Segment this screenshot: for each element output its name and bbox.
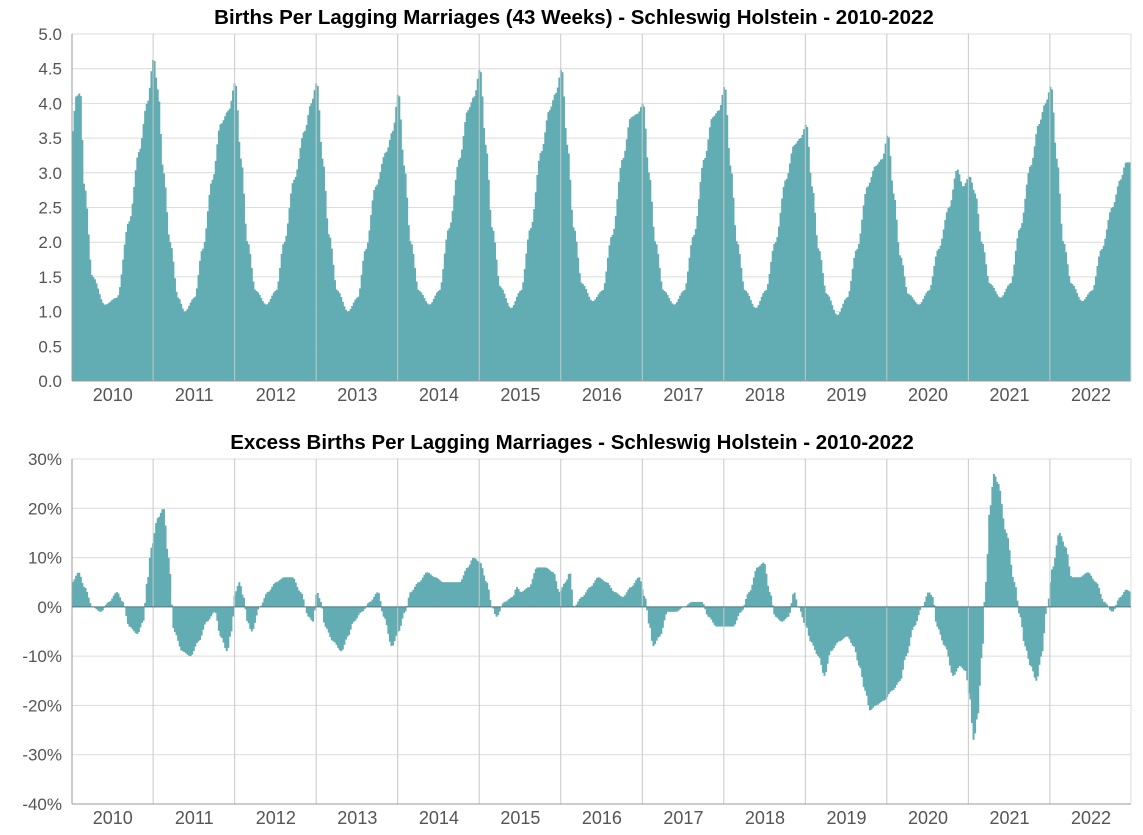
data-bar <box>314 607 316 611</box>
data-bar <box>122 602 124 607</box>
y-tick-label: 10% <box>28 549 62 568</box>
y-tick-label: 1.0 <box>38 303 62 322</box>
x-tick-label: 2010 <box>93 385 133 405</box>
y-tick-label: 0.5 <box>38 337 62 356</box>
y-tick-label: 5.0 <box>38 25 62 44</box>
y-tick-label: 2.5 <box>38 199 62 218</box>
y-tick-label: 0% <box>37 598 62 617</box>
y-tick-label: 20% <box>28 499 62 518</box>
x-tick-label: 2016 <box>582 808 622 828</box>
data-bar <box>380 601 382 607</box>
y-tick-label: 2.0 <box>38 233 62 252</box>
y-tick-label: -20% <box>22 696 62 715</box>
data-bar <box>489 600 491 607</box>
excess-chart: -40% -30% -20% -10% 0% 10% 20% 30% 2010 2011 2012 2… <box>22 450 1131 828</box>
y-tick-label: -40% <box>22 795 62 814</box>
y-tick-label: 4.0 <box>38 94 62 113</box>
y-tick-label: 3.0 <box>38 164 62 183</box>
data-bar <box>89 603 91 607</box>
data-bar <box>1016 601 1018 607</box>
data-bar <box>770 596 772 607</box>
data-bar <box>320 602 322 607</box>
data-bar <box>1045 607 1047 614</box>
data-bar <box>571 590 573 607</box>
x-tick-label: 2014 <box>419 385 459 405</box>
x-tick-label: 2017 <box>663 385 703 405</box>
y-tick-label: 3.5 <box>38 129 62 148</box>
x-tick-label: 2012 <box>256 385 296 405</box>
data-bar <box>232 607 234 617</box>
x-tick-label: 2022 <box>1071 385 1111 405</box>
x-tick-label: 2019 <box>826 808 866 828</box>
data-bar <box>303 599 305 607</box>
data-bar <box>789 607 791 613</box>
x-tick-label: 2013 <box>337 808 377 828</box>
x-tick-label: 2021 <box>990 385 1030 405</box>
births-chart: 0.0 0.5 1.0 1.5 2.0 2.5 3.0 3.5 4.0 4.5 5.0 2010 201… <box>38 25 1131 405</box>
x-tick-label: 2021 <box>990 808 1030 828</box>
data-bar <box>795 599 797 606</box>
x-tick-label: 2022 <box>1071 808 1111 828</box>
x-tick-label: 2011 <box>175 385 214 405</box>
x-tick-label: 2011 <box>175 808 214 828</box>
y-tick-label: -10% <box>22 647 62 666</box>
x-tick-label: 2012 <box>256 808 296 828</box>
data-bar <box>143 607 145 621</box>
data-bar <box>169 574 171 607</box>
data-bar <box>405 607 407 612</box>
data-bar <box>645 599 647 607</box>
x-tick-label: 2018 <box>745 808 785 828</box>
chart-title-excess: Excess Births Per Lagging Marriages - Sc… <box>230 431 914 454</box>
x-tick-label: 2020 <box>908 808 948 828</box>
x-tick-label: 2017 <box>663 808 703 828</box>
y-tick-label: -30% <box>22 746 62 765</box>
x-tick-label: 2018 <box>745 385 785 405</box>
y-tick-label: 0.0 <box>38 372 62 391</box>
x-tick-label: 2015 <box>500 385 540 405</box>
x-tick-label: 2015 <box>500 808 540 828</box>
y-tick-label: 4.5 <box>38 60 62 79</box>
x-tick-label: 2019 <box>826 385 866 405</box>
chart-title-births: Births Per Lagging Marriages (43 Weeks) … <box>214 6 934 29</box>
x-tick-label: 2014 <box>419 808 459 828</box>
x-tick-label: 2020 <box>908 385 948 405</box>
x-tick-label: 2010 <box>93 808 133 828</box>
data-bar <box>243 598 245 607</box>
x-tick-label: 2016 <box>582 385 622 405</box>
data-bar <box>499 607 501 612</box>
y-tick-label: 30% <box>28 450 62 469</box>
x-tick-label: 2013 <box>337 385 377 405</box>
y-tick-label: 1.5 <box>38 268 62 287</box>
data-bar <box>982 607 984 644</box>
